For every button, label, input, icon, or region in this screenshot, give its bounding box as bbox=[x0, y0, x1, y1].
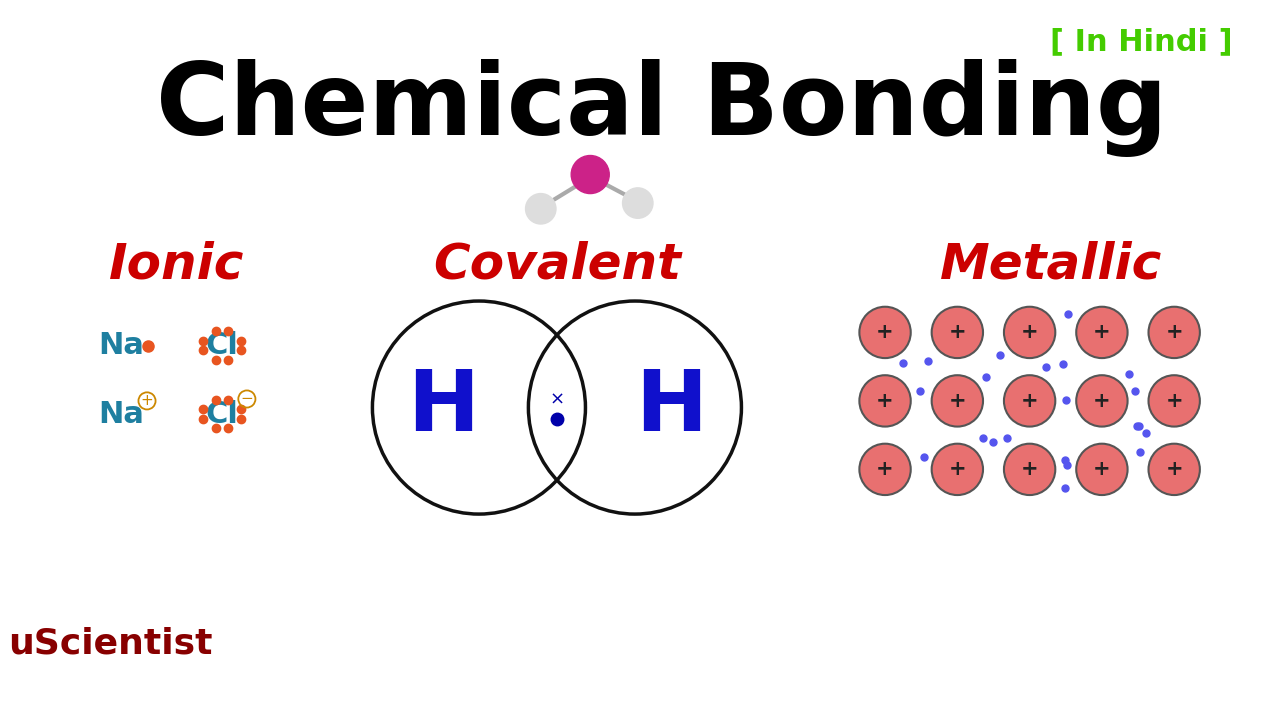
Circle shape bbox=[932, 307, 983, 358]
Text: ×: × bbox=[549, 391, 564, 409]
Text: uScientist: uScientist bbox=[8, 626, 212, 660]
Text: [ In Hindi ]: [ In Hindi ] bbox=[1050, 27, 1233, 56]
Text: +: + bbox=[1021, 459, 1038, 480]
Text: +: + bbox=[1165, 323, 1183, 343]
Text: H: H bbox=[635, 366, 707, 449]
Text: +: + bbox=[877, 459, 893, 480]
Text: +: + bbox=[141, 393, 154, 408]
Text: +: + bbox=[1093, 459, 1111, 480]
Text: −: − bbox=[241, 392, 253, 407]
Circle shape bbox=[1148, 444, 1199, 495]
Text: +: + bbox=[948, 459, 966, 480]
Text: Chemical Bonding: Chemical Bonding bbox=[156, 59, 1167, 157]
Circle shape bbox=[859, 375, 911, 426]
Text: +: + bbox=[948, 391, 966, 411]
Text: +: + bbox=[877, 391, 893, 411]
Text: +: + bbox=[1093, 391, 1111, 411]
Circle shape bbox=[571, 156, 609, 194]
Circle shape bbox=[1076, 375, 1128, 426]
Text: Metallic: Metallic bbox=[941, 241, 1162, 289]
Circle shape bbox=[622, 188, 653, 218]
Circle shape bbox=[1004, 375, 1055, 426]
Text: Cl: Cl bbox=[206, 331, 238, 360]
Circle shape bbox=[1076, 307, 1128, 358]
Text: +: + bbox=[1165, 459, 1183, 480]
Circle shape bbox=[526, 194, 556, 224]
Circle shape bbox=[1076, 444, 1128, 495]
Circle shape bbox=[1004, 444, 1055, 495]
Circle shape bbox=[859, 307, 911, 358]
Text: +: + bbox=[1165, 391, 1183, 411]
Text: Na: Na bbox=[99, 400, 145, 428]
Text: Covalent: Covalent bbox=[433, 241, 681, 289]
Text: Na: Na bbox=[99, 331, 145, 360]
Text: +: + bbox=[1093, 323, 1111, 343]
Text: Cl: Cl bbox=[206, 400, 238, 428]
Circle shape bbox=[859, 444, 911, 495]
Text: H: H bbox=[407, 366, 479, 449]
Text: +: + bbox=[1021, 323, 1038, 343]
Text: +: + bbox=[948, 323, 966, 343]
Text: Ionic: Ionic bbox=[109, 241, 244, 289]
Text: +: + bbox=[1021, 391, 1038, 411]
Text: +: + bbox=[877, 323, 893, 343]
Circle shape bbox=[1148, 307, 1199, 358]
Circle shape bbox=[932, 444, 983, 495]
Circle shape bbox=[1148, 375, 1199, 426]
Circle shape bbox=[932, 375, 983, 426]
Circle shape bbox=[1004, 307, 1055, 358]
